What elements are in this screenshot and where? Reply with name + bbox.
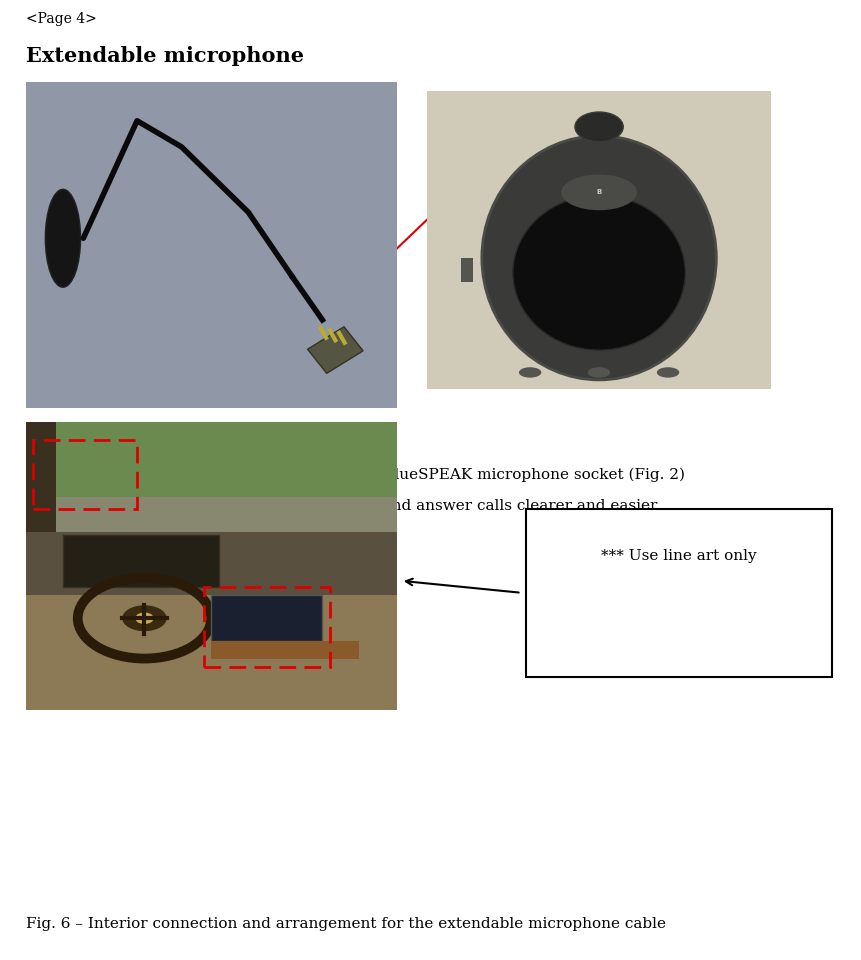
- Ellipse shape: [122, 605, 166, 632]
- Ellipse shape: [574, 112, 623, 142]
- Ellipse shape: [656, 368, 678, 377]
- Bar: [26, 532, 396, 601]
- Ellipse shape: [561, 175, 636, 210]
- Text: B: B: [596, 189, 601, 196]
- Bar: [461, 258, 473, 281]
- Bar: [203, 587, 330, 667]
- Text: Plug the extendable microphone jack into the BlueSPEAK microphone socket (Fig. 2: Plug the extendable microphone jack into…: [26, 468, 684, 482]
- Ellipse shape: [518, 368, 541, 377]
- Bar: [307, 326, 362, 373]
- Bar: [26, 595, 396, 710]
- Bar: [34, 440, 137, 509]
- Ellipse shape: [481, 135, 715, 380]
- Bar: [211, 641, 359, 659]
- Text: Extendable microphone: Extendable microphone: [26, 46, 304, 66]
- Bar: [26, 422, 396, 532]
- Bar: [63, 535, 219, 587]
- Bar: [26, 422, 396, 509]
- Text: Fig. 5: Fig. 5: [26, 429, 70, 444]
- Bar: [211, 595, 322, 641]
- Bar: [26, 422, 55, 561]
- Bar: [525, 509, 831, 677]
- Ellipse shape: [46, 189, 80, 287]
- Ellipse shape: [135, 612, 153, 624]
- Text: Fig. 6 – Interior connection and arrangement for the extendable microphone cable: Fig. 6 – Interior connection and arrange…: [26, 917, 665, 931]
- Ellipse shape: [512, 195, 684, 350]
- Text: <Page 4>: <Page 4>: [26, 12, 96, 26]
- Bar: [26, 497, 396, 532]
- Ellipse shape: [587, 368, 610, 377]
- Text: *** Use line art only: *** Use line art only: [600, 549, 756, 563]
- Text: Extend the microphone to minimize the noise and answer calls clearer and easier.: Extend the microphone to minimize the no…: [26, 499, 660, 514]
